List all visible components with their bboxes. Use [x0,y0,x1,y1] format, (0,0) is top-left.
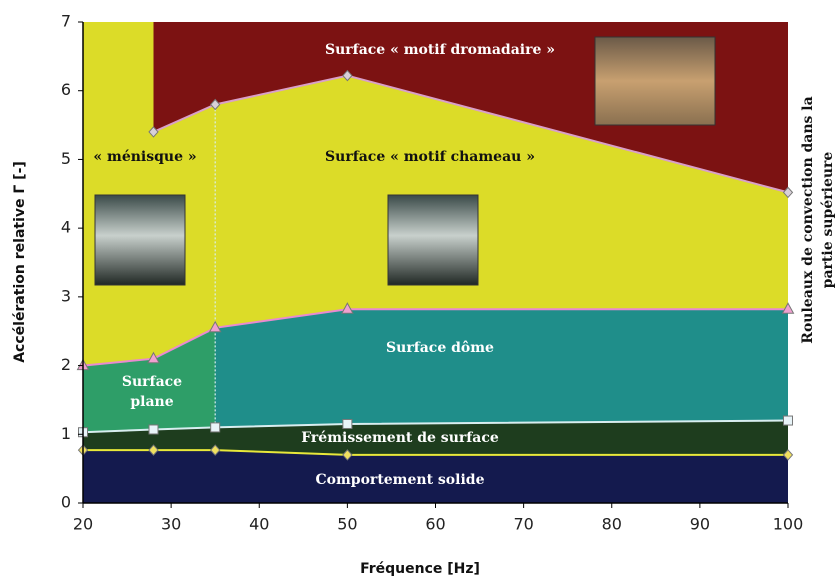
marker [341,302,354,314]
marker [782,449,794,461]
marker [210,98,221,111]
x-tick-label: 80 [602,515,622,534]
side-note: Rouleaux de convection dans la [800,96,816,343]
photo [594,36,716,126]
region-label: Comportement solide [316,472,485,488]
photo [387,194,479,286]
marker [781,302,795,314]
region-fill [83,327,216,433]
region-label: plane [130,394,173,410]
region-label: Frémissement de surface [301,430,499,446]
y-axis-label: Accélération relative Γ [-] [12,161,28,363]
marker [783,415,793,426]
x-tick-label: 40 [249,515,269,534]
y-tick-label: 6 [61,80,71,99]
y-tick-label: 4 [61,218,71,237]
photo [94,194,186,286]
marker [148,444,159,456]
region-label: Surface dôme [386,340,494,356]
side-note: partie supérieure [820,152,836,289]
marker [342,69,353,82]
x-tick-label: 50 [337,515,357,534]
marker [210,444,221,456]
region-label: Surface [122,374,182,390]
x-tick-label: 100 [773,515,804,534]
y-tick-label: 2 [61,355,71,374]
region-fill [83,450,788,503]
marker [148,126,159,138]
y-tick-label: 5 [61,149,71,168]
marker [342,418,353,429]
x-tick-label: 70 [513,515,533,534]
y-tick-label: 7 [61,12,71,31]
marker [782,186,794,199]
marker [342,449,353,461]
y-tick-label: 0 [61,493,71,512]
x-axis-label: Fréquence [Hz] [360,561,480,577]
region-label: Surface « motif chameau » [325,149,535,165]
region-label: Surface « motif dromadaire » [325,42,555,58]
y-tick-label: 1 [61,424,71,443]
marker [148,424,159,435]
marker [210,422,221,433]
x-tick-label: 30 [161,515,181,534]
region-label: « ménisque » [93,149,196,165]
marker [147,351,160,364]
y-tick-label: 3 [61,286,71,305]
boundary-line [153,74,789,194]
x-tick-label: 90 [690,515,710,534]
marker [208,320,222,333]
x-tick-label: 60 [425,515,445,534]
x-tick-label: 20 [73,515,93,534]
